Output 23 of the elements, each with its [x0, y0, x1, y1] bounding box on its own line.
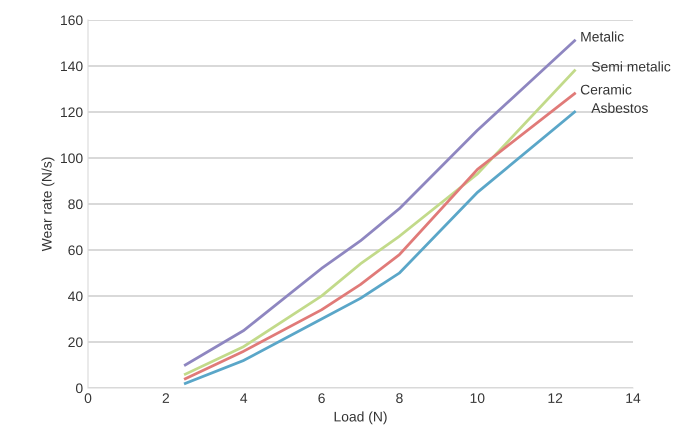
y-tick-label: 20	[68, 337, 83, 348]
x-tick-label: 2	[162, 393, 170, 403]
y-tick-label: 160	[61, 15, 83, 26]
y-tick-label: 140	[61, 61, 83, 72]
y-tick-label: 120	[61, 107, 83, 118]
y-tick-label: 80	[68, 199, 83, 210]
y-tick-label: 0	[76, 383, 83, 394]
x-tick-label: 12	[548, 393, 562, 403]
series-label: Semi metalic	[592, 61, 670, 72]
x-tick-label: 14	[626, 393, 640, 403]
x-tick-label: 6	[318, 393, 325, 404]
x-tick-label: 10	[470, 393, 484, 404]
y-tick-label: 40	[68, 291, 83, 302]
x-tick-label: 4	[240, 393, 248, 403]
x-axis-title: Load (N)	[334, 411, 387, 424]
x-tick-label: 0	[84, 393, 92, 404]
y-axis-title: Wear rate (N/s)	[41, 158, 54, 252]
y-tick-label: 60	[68, 245, 83, 256]
y-tick-label: 100	[61, 153, 83, 164]
series-label: Asbestos	[591, 102, 648, 113]
series-label: Ceramic	[580, 84, 632, 95]
x-tick-label: 8	[396, 393, 403, 404]
series-label: Metalic	[581, 31, 624, 42]
